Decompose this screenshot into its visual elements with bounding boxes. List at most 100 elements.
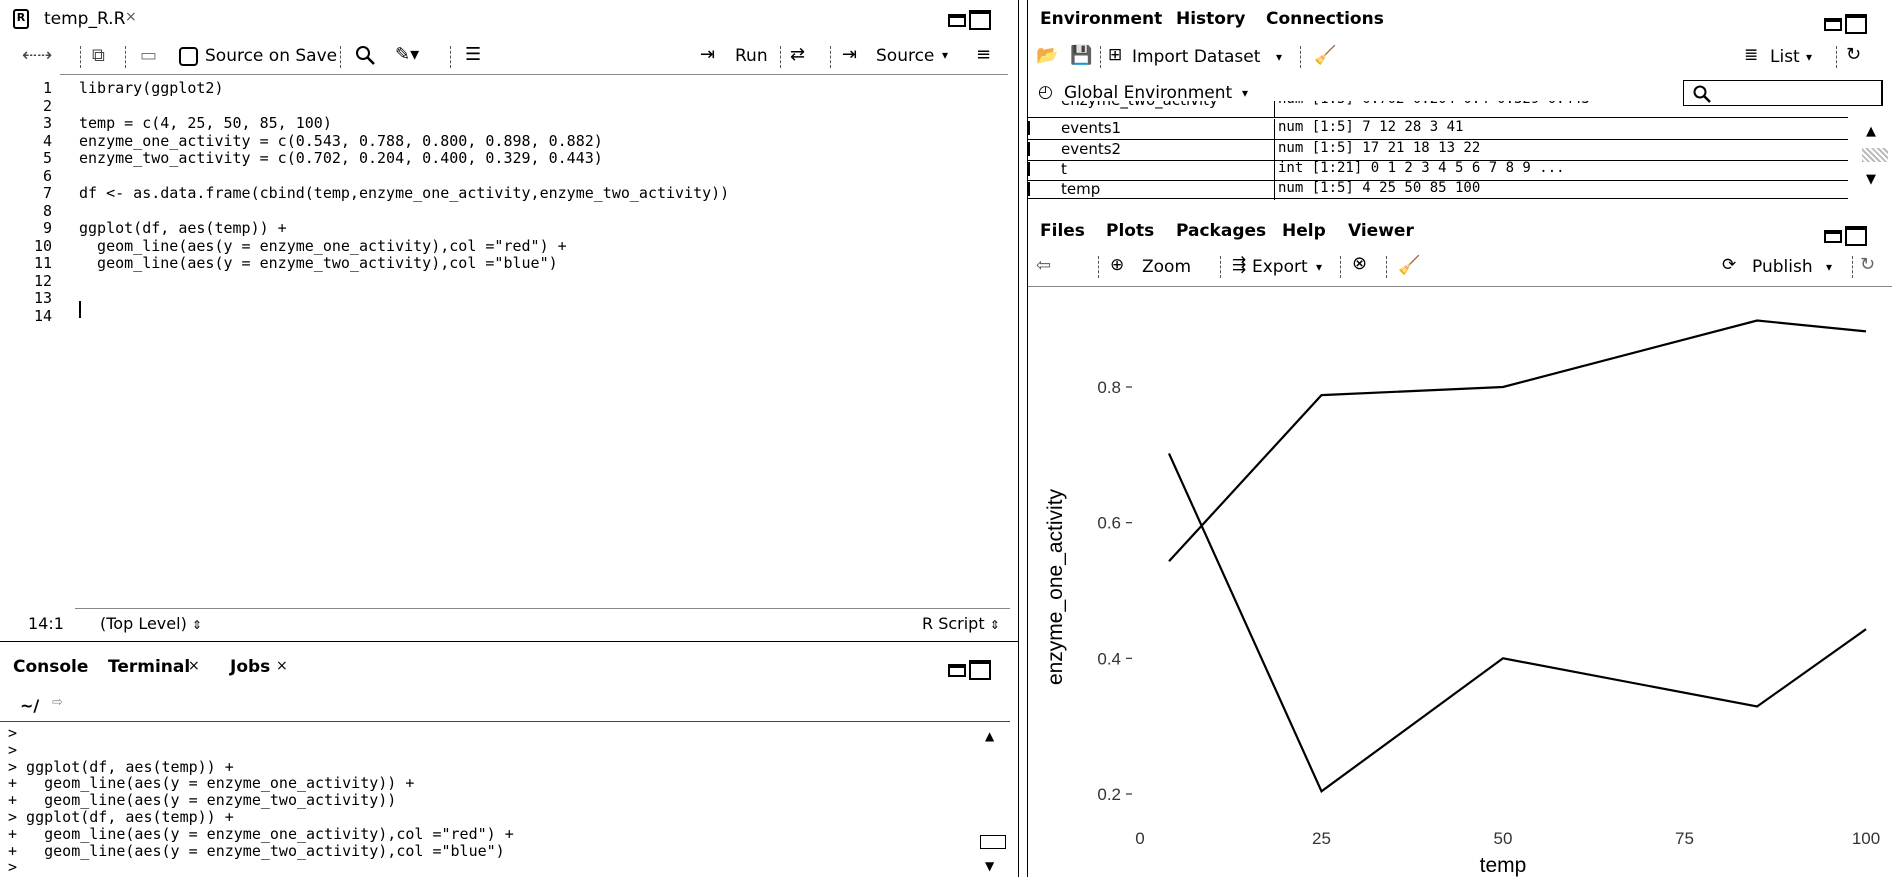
var-name: temp [1061, 180, 1101, 198]
line-number: 10 [33, 236, 52, 255]
editor-window-controls [948, 10, 991, 30]
var-name: events1 [1061, 119, 1122, 137]
console-line: + geom_line(aes(y = enzyme_two_activity)… [8, 791, 397, 810]
outline-icon[interactable]: ≡ [976, 44, 992, 65]
previous-plot-icon[interactable]: ⇦ [1036, 255, 1052, 276]
table-row[interactable]: events2 num [1:5] 17 21 18 13 22 [1028, 140, 1858, 160]
text-cursor [79, 301, 81, 318]
tab-files[interactable]: Files [1040, 221, 1085, 241]
scroll-up-icon[interactable]: ▲ [985, 729, 995, 743]
refresh-icon[interactable]: ↻ [1860, 254, 1876, 275]
code-line[interactable]: 11 geom_line(aes(y = enzyme_two_activity… [0, 255, 1000, 272]
code-line[interactable]: 1 library(ggplot2) [0, 80, 1000, 97]
rerun-icon[interactable]: ⇄ [790, 44, 806, 65]
table-icon: ⊞ [1108, 45, 1123, 65]
maximize-icon[interactable] [1845, 226, 1867, 246]
scroll-thumb[interactable] [1862, 148, 1888, 162]
maximize-icon[interactable] [969, 660, 991, 680]
plots-pane: Files Plots Packages Help Viewer ⇦ ⊕ Zoo… [1028, 212, 1892, 877]
tab-connections[interactable]: Connections [1266, 9, 1384, 29]
tab-packages[interactable]: Packages [1176, 221, 1267, 241]
refresh-icon[interactable]: ↻ [1846, 44, 1862, 65]
code-text: enzyme_two_activity = c(0.702, 0.204, 0.… [79, 149, 603, 167]
table-row[interactable]: events1 num [1:5] 7 12 28 3 41 [1028, 119, 1858, 139]
import-dataset-button[interactable]: ⊞ Import Dataset ▾ [1108, 45, 1348, 69]
console-pane: Console Terminal × Jobs × ~/ ⇨ > > > ggplo… [0, 645, 1018, 877]
tab-history[interactable]: History [1176, 9, 1246, 29]
minimize-icon[interactable] [1824, 230, 1842, 243]
code-text: df <- as.data.frame(cbind(temp,enzyme_on… [79, 184, 730, 202]
tab-terminal[interactable]: Terminal [108, 657, 191, 677]
goto-directory-icon[interactable]: ⇨ [52, 695, 63, 710]
scroll-down-icon[interactable]: ▼ [985, 859, 995, 873]
code-line[interactable]: 14 [0, 307, 1000, 325]
back-forward-icon[interactable]: ⇠⇢ [22, 45, 53, 66]
show-in-window-icon[interactable]: ⧉ [92, 45, 105, 66]
run-button[interactable]: ⇥ Run [700, 44, 770, 70]
scroll-down-icon[interactable]: ▼ [1866, 172, 1876, 187]
file-type-selector[interactable]: R Script ⇕ [922, 614, 1000, 633]
console-line: > [8, 858, 18, 877]
maximize-icon[interactable] [969, 10, 991, 30]
line-number: 9 [42, 219, 52, 237]
code-line[interactable]: 12 [0, 272, 1000, 290]
tab-viewer[interactable]: Viewer [1348, 221, 1414, 241]
minimize-icon[interactable] [948, 664, 966, 677]
zoom-button[interactable]: ⊕ Zoom [1110, 255, 1200, 279]
table-row[interactable]: enzyme_two_activity num [1:5] 0.702 0.20… [1028, 101, 1858, 117]
tab-jobs[interactable]: Jobs [230, 657, 271, 677]
line-chart: 0.2 0.4 0.6 0.8 0 25 50 75 100 temp enzyme_one_act… [1044, 319, 1880, 877]
list-view-button[interactable]: ≣ List ▾ [1744, 45, 1824, 69]
broom-icon[interactable]: 🧹 [1398, 255, 1421, 276]
console-output[interactable]: > > > ggplot(df, aes(temp)) + + geom_line(a… [0, 725, 980, 877]
editor-tab-label: temp_R.R [44, 9, 126, 29]
scope-selector[interactable]: (Top Level) ⇕ [100, 614, 202, 633]
console-line: + geom_line(aes(y = enzyme_one_activity)… [8, 774, 415, 793]
search-icon[interactable] [354, 44, 376, 72]
compile-report-icon[interactable]: ☰ [465, 44, 482, 65]
maximize-icon[interactable] [1845, 14, 1867, 34]
tab-help[interactable]: Help [1282, 221, 1326, 241]
environment-pane: Environment History Connections 📂 💾 ⊞ Im… [1028, 0, 1892, 200]
code-line[interactable]: 7 df <- as.data.frame(cbind(temp,enzyme_o… [0, 185, 1000, 202]
publish-button[interactable]: ⟳ Publish ▾ [1722, 255, 1842, 279]
code-line[interactable]: 5 enzyme_two_activity = c(0.702, 0.204, 0… [0, 150, 1000, 167]
code-line[interactable]: 4 enzyme_one_activity = c(0.543, 0.788, 0… [0, 132, 1000, 150]
broom-icon[interactable]: 🧹 [1314, 45, 1337, 66]
tab-environment[interactable]: Environment [1040, 9, 1163, 29]
code-line[interactable]: 8 [0, 201, 1000, 220]
save-workspace-icon[interactable]: 💾 [1070, 45, 1093, 66]
env-search-input[interactable] [1683, 80, 1883, 106]
scroll-thumb[interactable] [980, 835, 1006, 849]
line-number: 5 [42, 149, 52, 167]
minimize-icon[interactable] [948, 14, 966, 27]
code-line[interactable]: 2 [0, 97, 1000, 115]
file-type-label: R Script [922, 614, 985, 633]
code-line[interactable]: 3 temp = c(4, 25, 50, 85, 100) [0, 115, 1000, 132]
close-icon[interactable]: × [125, 9, 137, 25]
code-line[interactable]: 10 geom_line(aes(y = enzyme_one_activity… [0, 236, 1000, 255]
table-row[interactable]: t int [1:21] 0 1 2 3 4 5 6 7 8 9 ... [1028, 160, 1858, 180]
close-icon[interactable]: × [188, 658, 200, 674]
code-line[interactable]: 6 [0, 167, 1000, 185]
save-icon[interactable]: ▭ [140, 45, 158, 66]
tab-console[interactable]: Console [13, 657, 89, 677]
scope-dropdown[interactable]: ◴ Global Environment ▾ [1038, 82, 1278, 106]
export-button[interactable]: ⇶ Export ▾ [1232, 255, 1342, 279]
remove-plot-icon[interactable]: ⊗ [1352, 253, 1368, 274]
minimize-icon[interactable] [1824, 18, 1842, 31]
tab-plots[interactable]: Plots [1106, 221, 1155, 241]
magic-wand-icon[interactable]: ✎▾ [395, 44, 420, 65]
source-on-save-checkbox[interactable] [179, 47, 198, 66]
code-editor[interactable]: 1 library(ggplot2) 2 3 temp = c(4, 25, 50, 8… [0, 73, 1010, 603]
source-button[interactable]: ⇥ Source ▾ [842, 44, 962, 70]
load-workspace-icon[interactable]: 📂 [1036, 45, 1059, 66]
table-row[interactable]: temp num [1:5] 4 25 50 85 100 [1028, 180, 1858, 200]
scroll-up-icon[interactable]: ▲ [1866, 124, 1876, 139]
code-line[interactable]: 13 [0, 290, 1000, 307]
code-line[interactable]: 9 ggplot(df, aes(temp)) + [0, 220, 1000, 237]
line-number: 8 [42, 201, 52, 220]
close-icon[interactable]: × [276, 658, 288, 674]
scope-label: Global Environment [1064, 83, 1233, 103]
editor-pane: R temp_R.R × ⇠⇢ ⧉ ▭ Source on Save ✎▾ ☰ … [0, 0, 1018, 640]
